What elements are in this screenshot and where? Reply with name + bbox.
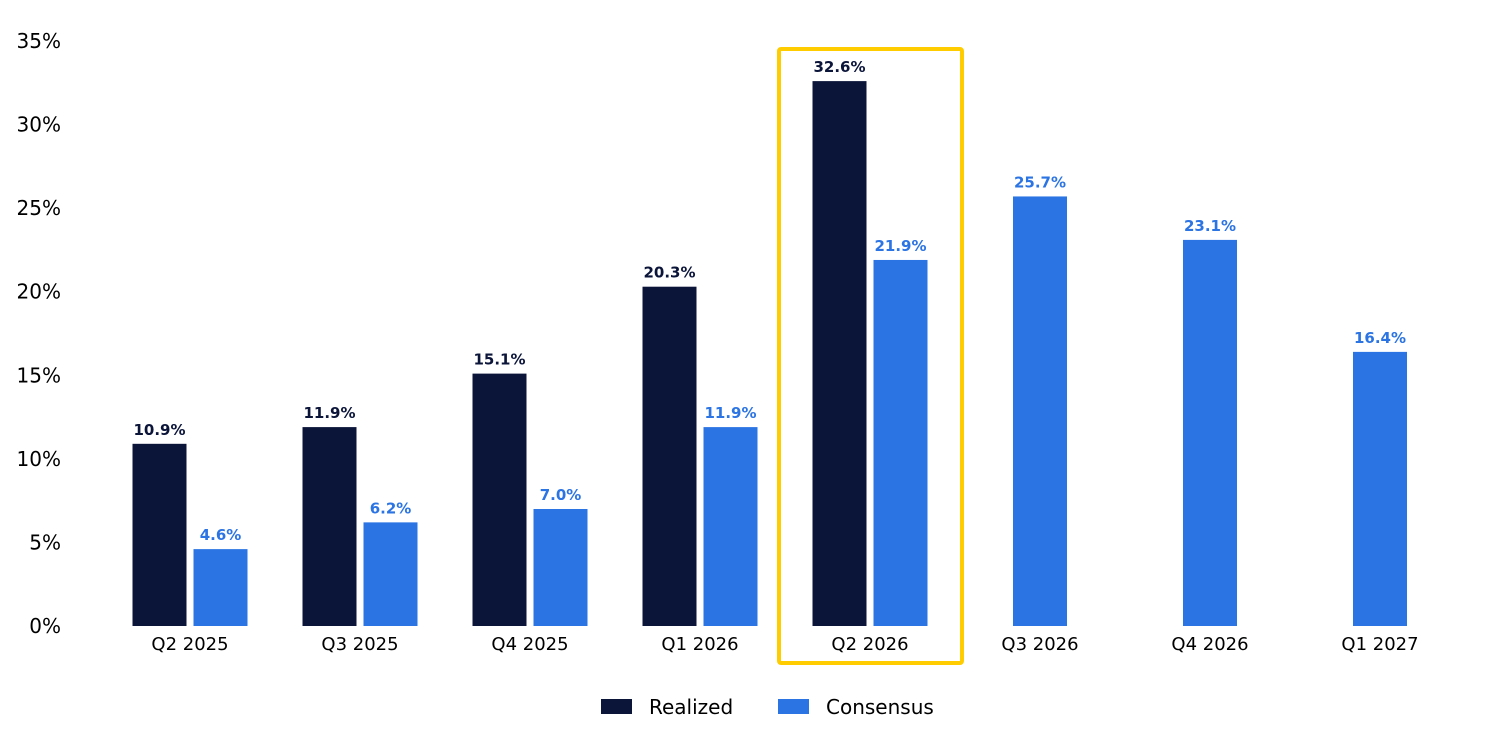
highlight-group bbox=[777, 47, 964, 665]
data-label: 10.9% bbox=[133, 421, 185, 439]
bar-consensus-q4-2026 bbox=[1183, 239, 1237, 626]
bar-realized-q2-2026 bbox=[812, 81, 867, 627]
y-axis: 0% 5% 10% 15% 20% 25% 30% 35% bbox=[17, 29, 61, 638]
data-label: 11.9% bbox=[704, 404, 756, 422]
bar-realized-q4-2025 bbox=[472, 373, 527, 626]
bar-consensus-q1-2026 bbox=[703, 427, 758, 626]
data-label: 20.3% bbox=[643, 264, 695, 282]
x-tick-label: Q2 2026 bbox=[831, 634, 908, 655]
x-tick-label: Q4 2025 bbox=[491, 634, 568, 655]
legend-item-consensus[interactable]: Consensus bbox=[778, 695, 934, 719]
data-label: 21.9% bbox=[874, 237, 926, 255]
data-label: 25.7% bbox=[1014, 173, 1066, 191]
bar-consensus-q4-2025 bbox=[533, 509, 588, 626]
data-label: 11.9% bbox=[303, 404, 355, 422]
y-tick-label: 10% bbox=[17, 447, 61, 471]
legend[interactable]: Realized Consensus bbox=[601, 695, 934, 719]
y-tick-label: 30% bbox=[17, 113, 61, 137]
x-tick-label: Q3 2025 bbox=[321, 634, 398, 655]
x-tick-label: Q4 2026 bbox=[1171, 634, 1248, 655]
y-tick-label: 5% bbox=[29, 530, 61, 554]
data-label: 16.4% bbox=[1354, 329, 1406, 347]
bar-realized-q1-2026 bbox=[642, 286, 697, 626]
bar-consensus-q3-2026 bbox=[1013, 196, 1067, 626]
legend-item-realized[interactable]: Realized bbox=[601, 695, 733, 719]
y-tick-label: 0% bbox=[29, 614, 61, 638]
y-tick-label: 20% bbox=[17, 280, 61, 304]
legend-label: Consensus bbox=[826, 695, 934, 719]
x-tick-label: Q1 2026 bbox=[661, 634, 738, 655]
x-tick-label: Q1 2027 bbox=[1341, 634, 1418, 655]
bar-consensus-q2-2026 bbox=[873, 259, 928, 626]
highlight-box bbox=[777, 47, 964, 665]
y-tick-label: 15% bbox=[17, 363, 61, 387]
legend-swatch bbox=[778, 699, 809, 714]
x-tick-label: Q2 2025 bbox=[151, 634, 228, 655]
x-axis: Q2 2025 Q3 2025 Q4 2025 Q1 2026 Q2 2026 Q3 20… bbox=[151, 634, 1418, 655]
bar-consensus-q3-2025 bbox=[363, 522, 418, 626]
data-label: 15.1% bbox=[473, 351, 525, 369]
y-tick-label: 35% bbox=[17, 29, 61, 53]
data-label: 23.1% bbox=[1184, 217, 1236, 235]
x-tick-label: Q3 2026 bbox=[1001, 634, 1078, 655]
bar-consensus-q2-2025 bbox=[193, 549, 248, 626]
legend-swatch bbox=[601, 699, 632, 714]
legend-label: Realized bbox=[649, 695, 733, 719]
data-label: 32.6% bbox=[813, 58, 865, 76]
data-label: 4.6% bbox=[200, 526, 242, 544]
bar-consensus-q1-2027 bbox=[1353, 351, 1407, 626]
y-tick-label: 25% bbox=[17, 196, 61, 220]
bar-realized-q3-2025 bbox=[302, 427, 357, 626]
data-label: 7.0% bbox=[540, 486, 582, 504]
bars-group: 10.9% 4.6% 11.9% 6.2% 15.1% 7.0% 20.3% 11.9% 32.… bbox=[132, 58, 1407, 627]
bar-realized-q2-2025 bbox=[132, 443, 187, 626]
data-label: 6.2% bbox=[370, 499, 412, 517]
